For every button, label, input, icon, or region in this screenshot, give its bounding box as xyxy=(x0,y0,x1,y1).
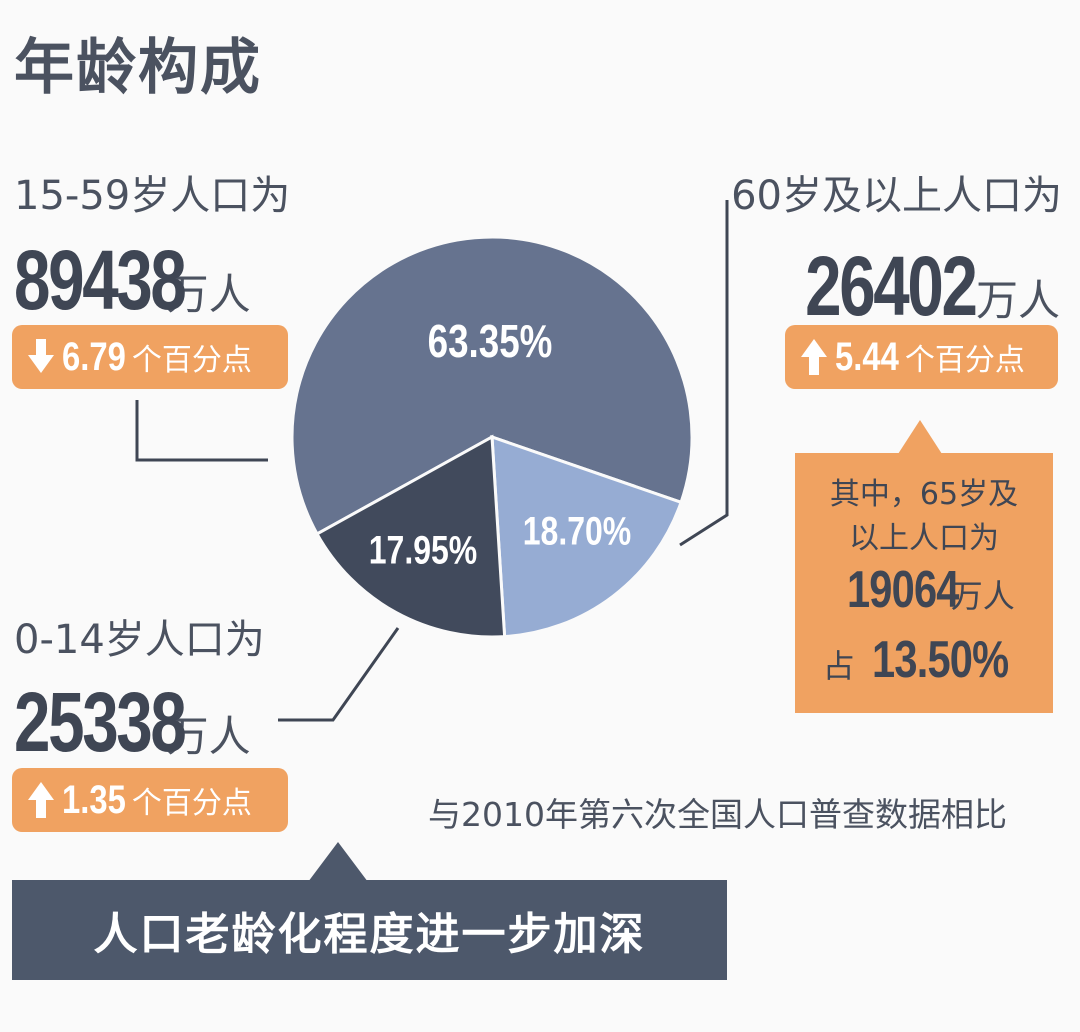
pie-slice-elderly-label: 18.70% xyxy=(523,508,632,553)
children-leader-line xyxy=(278,627,400,722)
elderly-figure: 26402万人 xyxy=(757,244,1060,328)
elderly-value: 26402 xyxy=(805,239,978,333)
conclusion-pointer xyxy=(308,842,368,882)
pie-slice-children xyxy=(315,434,507,639)
children-change-value: 1.35 xyxy=(62,777,126,822)
children-label: 0-14岁人口为 xyxy=(14,617,265,663)
children-value: 25338 xyxy=(14,675,187,769)
callout-value: 19064 xyxy=(847,561,959,619)
elderly-label: 60岁及以上人口为 xyxy=(731,173,1062,219)
working-age-label: 15-59岁人口为 xyxy=(14,173,291,219)
callout-figure: 19064万人 xyxy=(795,561,1053,631)
working-age-figure: 89438万人 xyxy=(14,238,251,322)
working-age-change-unit: 个百分点 xyxy=(131,343,252,378)
chart-title: 年龄构成 xyxy=(14,33,262,103)
callout-line1: 其中，65岁及 xyxy=(829,477,1019,512)
elderly-leader-line xyxy=(679,200,729,547)
pie-slice-children-label: 17.95% xyxy=(369,527,478,572)
children-figure: 25338万人 xyxy=(14,680,251,764)
elderly65-callout: 其中，65岁及 以上人口为 19064万人 占 13.50% xyxy=(795,453,1053,713)
elderly-change-value: 5.44 xyxy=(835,334,899,379)
callout-share: 占 13.50% xyxy=(795,631,1053,701)
working-age-change-value: 6.79 xyxy=(62,334,126,379)
callout-unit: 万人 xyxy=(950,577,1015,615)
pie-slice-working-label: 63.35% xyxy=(428,315,553,367)
arrow-down-icon xyxy=(28,339,54,373)
children-unit: 万人 xyxy=(166,712,251,761)
working-age-change-badge: 6.79 个百分点 xyxy=(12,325,288,389)
elderly-change-unit: 个百分点 xyxy=(904,343,1025,378)
arrow-up-icon xyxy=(28,782,54,818)
callout-share-prefix: 占 xyxy=(822,647,855,685)
working-age-unit: 万人 xyxy=(166,270,251,319)
callout-share-value: 13.50% xyxy=(871,631,1009,689)
comparison-note: 与2010年第六次全国人口普查数据相比 xyxy=(428,795,1007,834)
callout-line2: 以上人口为 xyxy=(849,521,999,556)
working-age-value: 89438 xyxy=(14,233,187,327)
children-change-badge: 1.35 个百分点 xyxy=(12,768,288,832)
working-leader-line xyxy=(135,400,268,462)
arrow-up-icon xyxy=(801,339,827,375)
conclusion-banner: 人口老龄化程度进一步加深 xyxy=(12,880,727,980)
pie-slice-working xyxy=(290,235,694,537)
callout-pointer xyxy=(898,420,942,454)
elderly-change-badge: 5.44 个百分点 xyxy=(785,325,1058,389)
elderly-unit: 万人 xyxy=(975,276,1060,325)
children-change-unit: 个百分点 xyxy=(131,786,252,821)
pie-slice-elderly xyxy=(490,434,683,639)
